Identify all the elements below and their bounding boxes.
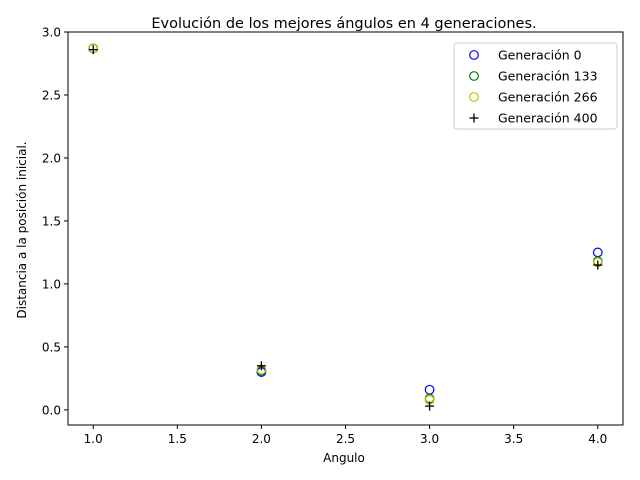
legend-marker [469, 92, 479, 102]
y-tick-label: 2.0 [42, 151, 61, 165]
y-tick-label: 0.5 [42, 340, 61, 354]
x-tick-label: 2.5 [336, 432, 355, 446]
legend-label: Generación 266 [498, 90, 598, 105]
data-point [592, 247, 603, 258]
y-tick-label: 3.0 [42, 26, 61, 40]
legend-entry: Generación 266 [469, 90, 598, 105]
y-tick-label: 1.0 [42, 277, 61, 291]
data-point [88, 45, 98, 55]
y-axis-label: Distancia a la posición inicial. [15, 141, 29, 318]
legend-entry: Generación 400 [469, 111, 598, 126]
legend-box [453, 42, 618, 130]
y-tick-label: 0.0 [42, 403, 61, 417]
legend-label: Generación 400 [498, 111, 598, 126]
x-tick-label: 1.5 [168, 432, 187, 446]
axes: 1.0 1.5 2.0 2.5 3.0 3.5 4.0 0.0 0.5 1.0 1.5 2.0 2.5 3… [42, 26, 624, 446]
legend-entry: Generación 133 [469, 69, 598, 84]
series-3 [88, 45, 603, 411]
data-marks [88, 43, 603, 411]
legend: Generación 0 Generación 133 Generación 266… [453, 42, 618, 130]
y-tick-label: 1.5 [42, 214, 61, 228]
chart-title: Evolución de los mejores ángulos en 4 ge… [151, 16, 536, 32]
y-tick-label: 2.5 [42, 88, 61, 102]
legend-entry: Generación 0 [469, 48, 582, 63]
legend-marker [469, 113, 479, 123]
x-tick-label: 1.0 [84, 432, 103, 446]
data-point [256, 361, 266, 371]
x-tick-label: 3.5 [504, 432, 523, 446]
x-tick-label: 4.0 [588, 432, 607, 446]
legend-label: Generación 133 [498, 69, 598, 84]
data-point [424, 384, 435, 395]
x-tick-label: 2.0 [252, 432, 271, 446]
legend-label: Generación 0 [498, 48, 582, 63]
x-tick-label: 3.0 [420, 432, 439, 446]
data-point [593, 260, 603, 270]
legend-marker [469, 50, 479, 60]
legend-marker [469, 71, 479, 81]
x-axis-label: Angulo [323, 451, 365, 465]
data-point [425, 401, 435, 411]
